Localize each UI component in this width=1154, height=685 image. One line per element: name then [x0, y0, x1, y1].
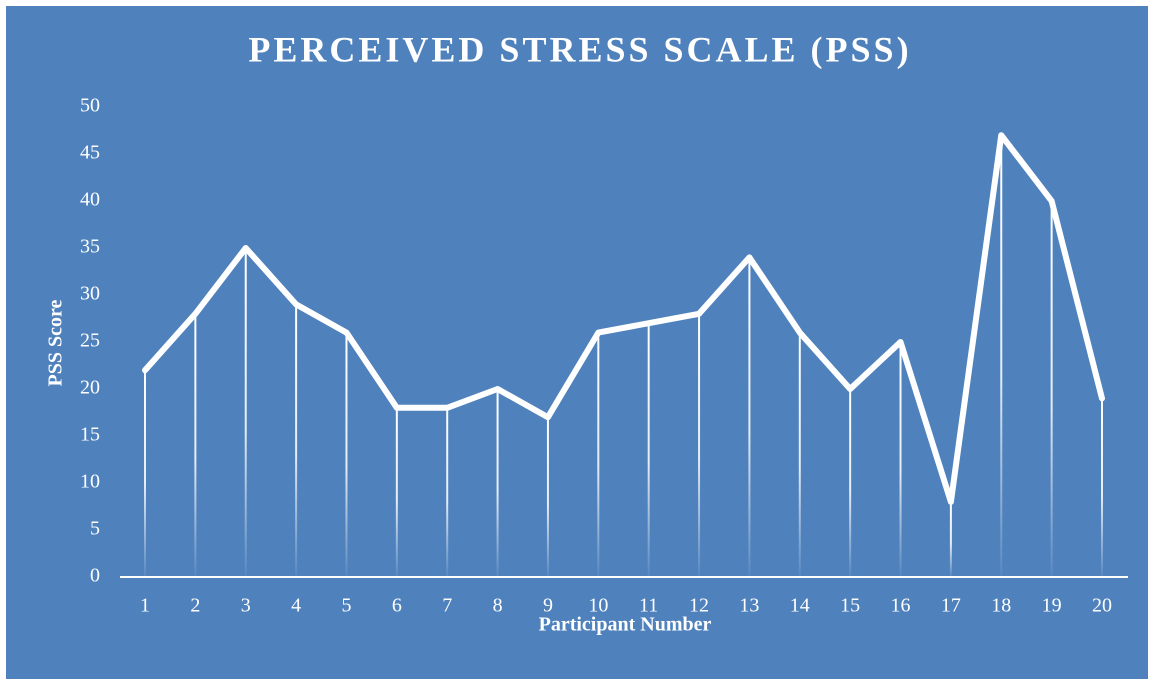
y-tick-label: 35	[80, 236, 100, 258]
drop-line	[446, 407, 449, 577]
y-tick-label: 25	[80, 330, 100, 352]
x-tick-label: 19	[1042, 595, 1062, 617]
drop-line	[647, 323, 650, 577]
x-tick-label: 18	[991, 595, 1011, 617]
x-tick-label: 4	[291, 595, 301, 617]
drop-line	[496, 389, 499, 577]
y-axis-label: PSS Score	[45, 299, 67, 386]
drop-line	[395, 407, 398, 577]
x-tick-label: 16	[891, 595, 911, 617]
y-tick-label: 30	[80, 283, 100, 305]
x-tick-label: 13	[739, 595, 759, 617]
drop-line	[798, 332, 801, 577]
drop-line	[345, 332, 348, 577]
x-tick-label: 9	[543, 595, 553, 617]
drop-line	[144, 370, 146, 577]
y-tick-label: 5	[90, 518, 100, 540]
y-tick-label: 20	[80, 377, 100, 399]
drop-line	[1050, 201, 1053, 577]
x-tick-label: 5	[341, 595, 351, 617]
y-tick-label: 50	[80, 95, 100, 117]
x-tick-label: 14	[790, 595, 810, 617]
y-tick-label: 15	[80, 424, 100, 446]
drop-line	[597, 332, 600, 577]
x-tick-label: 7	[442, 595, 452, 617]
drop-line	[748, 257, 751, 577]
drop-line	[1101, 398, 1103, 577]
x-tick-label: 11	[639, 595, 658, 617]
background	[6, 6, 1148, 679]
chart-title: PERCEIVED STRESS SCALE (PSS)	[248, 29, 911, 69]
x-axis-label: Participant Number	[539, 614, 712, 636]
y-tick-label: 45	[80, 142, 100, 164]
y-tick-label: 0	[90, 565, 100, 587]
x-tick-label: 2	[190, 595, 200, 617]
y-tick-label: 40	[80, 189, 100, 211]
drop-line	[244, 248, 247, 577]
drop-line	[899, 342, 902, 577]
x-tick-label: 15	[840, 595, 860, 617]
x-tick-label: 12	[689, 595, 709, 617]
drop-line	[849, 389, 852, 577]
drop-line	[698, 313, 701, 577]
drop-line	[1000, 135, 1003, 577]
drop-line	[295, 304, 298, 577]
x-tick-label: 8	[493, 595, 503, 617]
drop-line	[194, 313, 197, 577]
data-line	[142, 132, 1105, 505]
y-tick-label: 10	[80, 471, 100, 493]
x-tick-label: 20	[1092, 595, 1112, 617]
x-tick-label: 6	[392, 595, 402, 617]
x-tick-label: 10	[588, 595, 608, 617]
x-tick-label: 3	[241, 595, 251, 617]
drop-line	[949, 501, 952, 577]
drop-line	[546, 417, 549, 577]
x-tick-label: 17	[941, 595, 961, 617]
x-tick-label: 1	[140, 595, 150, 617]
